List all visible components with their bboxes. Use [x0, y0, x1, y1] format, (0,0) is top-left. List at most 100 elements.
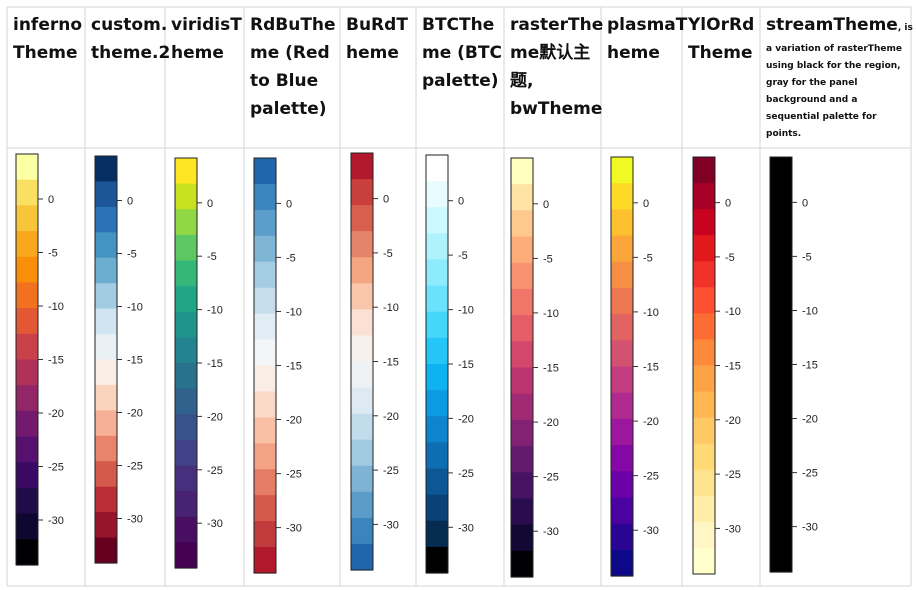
panel-title-line: heme — [346, 43, 399, 63]
color-swatch — [511, 288, 533, 316]
tick-label: -30 — [543, 526, 559, 538]
panel-title-line: to Blue — [250, 71, 318, 91]
color-swatch — [611, 497, 633, 525]
color-swatch — [16, 205, 38, 232]
color-swatch — [426, 494, 448, 522]
tick-label: -15 — [802, 360, 818, 372]
color-swatch — [770, 338, 792, 366]
panel-title-line: 题, — [510, 71, 533, 91]
tick-label: -5 — [207, 251, 217, 263]
tick-label: -25 — [383, 465, 399, 477]
color-swatch — [611, 287, 633, 315]
color-swatch — [175, 311, 197, 338]
panel-btc: BTCThe me (BTC palette) 0 -5 -10 -15 -20 -25 -30 — [422, 15, 502, 574]
panel-title-line: me (BTC — [422, 43, 502, 63]
color-swatch — [611, 183, 633, 210]
color-swatch — [95, 283, 117, 310]
tick-label: -30 — [643, 525, 659, 537]
color-swatch — [426, 259, 448, 287]
color-swatch — [426, 442, 448, 470]
tick-label: -15 — [458, 359, 474, 371]
panel-stream: streamTheme, is a variation of rasterThem… — [766, 15, 913, 573]
panel-viridis: viridisT heme 0 -5 -10 -15 -20 -25 -30 — [171, 15, 242, 569]
panel-note-line: gray for the panel — [766, 78, 857, 88]
color-swatch — [254, 183, 276, 211]
color-swatch — [175, 260, 197, 287]
color-swatch — [611, 523, 633, 551]
color-swatch — [693, 235, 715, 262]
color-swatch — [95, 384, 117, 411]
color-swatch — [511, 262, 533, 290]
tick-label: -15 — [383, 357, 399, 369]
color-swatch — [16, 436, 38, 463]
color-swatch — [511, 446, 533, 473]
color-swatch — [254, 417, 276, 444]
panel-inferno: inferno Theme 0 -5 -10 -15 -20 -25 -30 — [13, 15, 82, 566]
color-swatch — [426, 155, 448, 182]
color-swatch — [254, 469, 276, 496]
panel-title-line: Theme — [13, 43, 77, 63]
color-swatch — [175, 363, 197, 390]
color-swatch — [351, 335, 373, 363]
tick-label: 0 — [802, 197, 808, 209]
panel-title-line: plasmaT — [607, 15, 688, 35]
tick-label: -10 — [643, 307, 659, 319]
color-swatch — [770, 364, 792, 392]
color-swatch — [426, 364, 448, 391]
color-swatch — [16, 462, 38, 489]
tick-label: -30 — [383, 519, 399, 531]
tick-label: 0 — [286, 198, 292, 210]
color-swatch — [16, 487, 38, 515]
color-swatch — [770, 182, 792, 210]
color-swatch — [95, 181, 117, 208]
panel-title-line: bwTheme — [510, 99, 602, 119]
color-swatch — [511, 210, 533, 238]
panel-title-line: BuRdT — [346, 15, 408, 35]
color-swatch — [770, 546, 792, 573]
color-swatch — [351, 543, 373, 571]
tick-label: -20 — [286, 415, 302, 427]
color-swatch — [254, 365, 276, 393]
color-swatch — [611, 392, 633, 420]
color-swatch — [16, 256, 38, 284]
tick-label: -5 — [725, 252, 735, 264]
color-swatch — [254, 313, 276, 341]
color-swatch — [511, 315, 533, 342]
tick-label: -5 — [643, 252, 653, 264]
color-swatch — [770, 390, 792, 417]
tick-label: -20 — [383, 411, 399, 423]
color-swatch — [351, 205, 373, 232]
color-swatch — [770, 520, 792, 547]
color-swatch — [16, 154, 38, 181]
panel-title-line: palette) — [422, 71, 499, 91]
color-swatch — [351, 361, 373, 389]
panel-note-line: points. — [766, 129, 801, 139]
color-swatch — [95, 512, 117, 539]
color-swatch — [16, 410, 38, 438]
color-swatch — [770, 494, 792, 521]
tick-label: -20 — [543, 417, 559, 429]
color-swatch — [770, 286, 792, 314]
color-swatch — [426, 285, 448, 313]
tick-label: -10 — [48, 301, 64, 313]
color-swatch — [770, 468, 792, 495]
color-swatch — [351, 153, 373, 180]
panel-burd: BuRdT heme 0 -5 -10 -15 -20 -25 -30 — [346, 15, 408, 571]
tick-label: -20 — [48, 408, 64, 420]
color-swatch — [16, 282, 38, 309]
color-swatch — [693, 183, 715, 210]
color-swatch — [426, 546, 448, 574]
color-swatch — [351, 283, 373, 310]
tick-label: 0 — [543, 199, 549, 211]
panel-note-line: background and a — [766, 95, 857, 105]
tick-label: -20 — [802, 414, 818, 426]
color-swatch — [16, 308, 38, 335]
tick-label: -15 — [286, 361, 302, 373]
panel-custom2: custom. theme.2 0 -5 -10 -15 -20 -25 -30 — [91, 15, 170, 564]
color-swatch — [16, 513, 38, 540]
color-swatch — [175, 414, 197, 441]
tick-label: 0 — [643, 198, 649, 210]
tick-label: -25 — [543, 472, 559, 484]
tick-label: -30 — [802, 522, 818, 534]
panel-title-line: viridisT — [171, 15, 242, 35]
